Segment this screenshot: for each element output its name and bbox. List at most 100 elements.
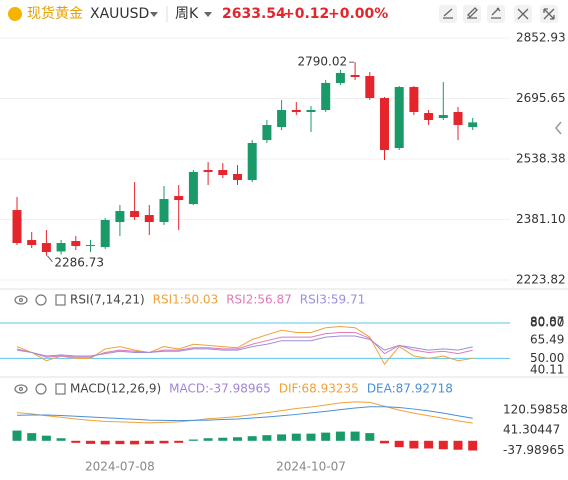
candle-body [203, 170, 213, 173]
candle-body [394, 87, 404, 149]
macd-bar [321, 432, 331, 441]
candle-body [174, 196, 184, 201]
gear-icon[interactable] [35, 294, 47, 306]
y-tick-label: 80.87 [530, 315, 564, 329]
macd-bar [350, 431, 360, 441]
eye-pupil [18, 386, 24, 392]
box-icon[interactable] [55, 294, 66, 306]
candle-body [380, 98, 389, 151]
candle-body [335, 73, 345, 84]
rsi-line [16, 331, 473, 358]
period[interactable]: 周K [175, 6, 199, 22]
eye-pupil [18, 297, 24, 303]
macd-bar [86, 440, 95, 444]
macd-bar [453, 440, 463, 450]
macd-bar [71, 440, 81, 443]
low-annotation: 2286.73 [54, 255, 104, 269]
box-icon[interactable] [55, 383, 66, 395]
tool-icon [443, 8, 453, 19]
candle-body [365, 76, 375, 99]
candle-body [321, 83, 331, 111]
y-tick-label: 65.49 [530, 333, 564, 347]
tool-icon [467, 7, 478, 19]
macd-bar [438, 440, 448, 450]
candle-body [188, 172, 198, 205]
macd-tools [14, 383, 66, 395]
y-tick-label: 2223.82 [516, 272, 566, 286]
candle-body [306, 110, 316, 113]
dropdown-arrow[interactable] [204, 12, 212, 17]
scroll-arrow[interactable] [555, 121, 562, 135]
tool-button[interactable] [439, 5, 457, 23]
y-tick-label: 120.59858 [503, 402, 568, 416]
macd-bar [394, 440, 404, 448]
legend-entry: RSI1:50.03 [153, 293, 219, 307]
macd-bar [409, 440, 419, 449]
candle-body [277, 110, 287, 128]
tool-icon [517, 8, 529, 20]
y-tick-label: 50.00 [530, 351, 564, 365]
candle-body [130, 211, 140, 218]
tool-icon [491, 7, 501, 19]
eye-icon[interactable] [14, 384, 28, 394]
eye-icon[interactable] [14, 295, 28, 305]
x-tick-label: 2024-07-08 [85, 460, 155, 474]
legend-entry: MACD:-37.98965 [169, 382, 271, 396]
candle-body [291, 110, 301, 113]
legend-entry: DIF:68.93235 [279, 382, 359, 396]
macd-bar [56, 438, 66, 441]
macd-bar [424, 440, 434, 449]
tool-button[interactable] [463, 5, 481, 23]
rsi-line [16, 335, 473, 357]
legend-entry: DEA:87.92718 [367, 382, 453, 396]
macd-bar [159, 440, 169, 444]
macd-bar [365, 433, 375, 441]
y-tick-label: 2538.38 [516, 151, 566, 165]
y-tick-label: 2852.93 [516, 30, 566, 44]
x-tick-label: 2024-10-07 [276, 460, 346, 474]
legend-entry: RSI2:56.87 [226, 293, 292, 307]
candle-body [247, 143, 257, 181]
y-tick-label: 2695.65 [516, 91, 566, 105]
candle-body [41, 243, 51, 253]
macd-bar [100, 440, 110, 445]
macd-bar [468, 440, 478, 451]
toolbar [439, 5, 558, 23]
rsi-tools [14, 294, 66, 306]
macd-bar [335, 431, 345, 441]
macd-bar [174, 440, 184, 443]
macd-bar [233, 437, 242, 441]
candle-body [159, 199, 169, 223]
macd-bar [144, 440, 154, 444]
candle-body [233, 174, 242, 181]
macd-bar [306, 433, 316, 441]
candle-body [468, 122, 478, 128]
instrument-name: 现货黄金 [27, 5, 83, 22]
candle-body [12, 210, 22, 244]
tool-button[interactable] [487, 5, 505, 23]
macd-bar [218, 437, 228, 441]
y-tick-label: 41.30447 [503, 423, 560, 437]
candle-body [100, 220, 110, 248]
dropdown-arrow[interactable] [150, 12, 158, 17]
macd-bar [41, 435, 51, 441]
annotation-leader [47, 255, 53, 263]
macd-bar [247, 436, 257, 441]
legend-entry: RSI3:59.71 [300, 293, 366, 307]
y-tick-label: 2381.10 [516, 212, 566, 226]
candle-body [27, 240, 37, 246]
instrument-symbol[interactable]: XAUUSD [90, 6, 149, 22]
macd-line [16, 401, 473, 424]
candle-body [262, 125, 272, 141]
gear-icon[interactable] [35, 383, 47, 395]
macd-bar [380, 440, 389, 444]
candle-body [453, 112, 463, 126]
panel-title: RSI(7,14,21) [70, 293, 145, 307]
change-pct: +0.00% [328, 6, 388, 22]
y-tick-label: -37.98965 [503, 443, 565, 457]
macd-bar [262, 435, 272, 441]
macd-bar [291, 433, 301, 441]
candle-body [86, 245, 95, 247]
